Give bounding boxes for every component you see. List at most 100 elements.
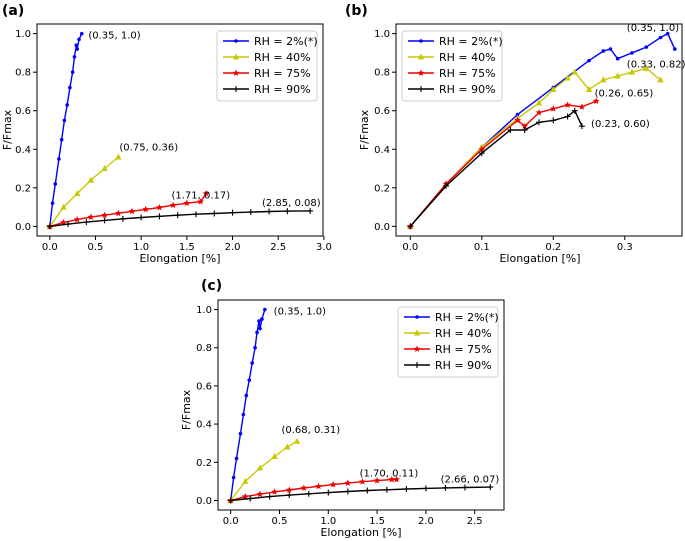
data-point: [364, 487, 371, 494]
legend-label: RH = 40%: [439, 51, 496, 64]
data-point: [72, 54, 77, 59]
x-tick-label: 0.1: [474, 242, 490, 253]
data-point: [578, 123, 585, 130]
data-point: [388, 475, 396, 483]
panel-label-a: (a): [2, 3, 24, 19]
data-point: [403, 486, 410, 492]
data-point: [271, 453, 278, 460]
panel-a: (a) F/Fmax Elongation [%] 0.0 0.5 1.0 1.5 2.…: [1, 3, 332, 265]
data-point: [156, 213, 163, 220]
x-tick-label: 2.0: [225, 242, 241, 253]
legend-marker: [233, 86, 239, 92]
y-ticks-b: 0.0 0.2 0.4 0.6 0.8 1.0: [374, 29, 396, 233]
data-point: [79, 31, 84, 36]
y-tick-label: 0.0: [374, 222, 390, 233]
y-tick-label: 0.6: [196, 381, 212, 392]
y-tick-label: 0.2: [374, 183, 390, 194]
x-ticks-b: 0.0 0.1 0.2 0.3: [402, 236, 633, 253]
legend-box-b: [401, 30, 503, 102]
data-point: [284, 443, 291, 450]
annotation-c-3: (1.70, 0.11): [360, 469, 419, 480]
data-point: [478, 145, 486, 153]
data-point: [578, 103, 586, 110]
data-point: [83, 219, 90, 226]
data-point: [255, 330, 259, 335]
x-axis-label-a: Elongation [%]: [139, 252, 220, 265]
data-point: [258, 326, 262, 331]
legend-label: RH = 90%: [435, 359, 492, 372]
legend-label: RH = 2%(*): [254, 35, 318, 48]
plot-frame-a: [36, 23, 324, 237]
legend-label: RH = 90%: [439, 83, 496, 96]
legend-label: RH = 40%: [435, 327, 492, 340]
data-point: [325, 489, 332, 496]
series-line: [49, 33, 83, 227]
series-c-4: [227, 484, 494, 504]
data-point: [461, 484, 468, 491]
data-point: [630, 51, 634, 55]
x-tick-label: 0.2: [545, 242, 561, 253]
data-point: [192, 211, 199, 218]
data-point: [53, 182, 58, 186]
data-point: [615, 56, 620, 61]
y-ticks-a: 0.0 0.2 0.4 0.6 0.8 1.0: [15, 29, 37, 233]
panel-label-c: (c): [201, 278, 222, 294]
y-axis-label-c: F/Fmax: [180, 389, 193, 430]
y-tick-label: 0.4: [15, 145, 31, 156]
legend-marker: [414, 362, 420, 368]
data-point: [260, 317, 264, 321]
data-point: [257, 319, 261, 323]
legend-c: RH = 2%(*) RH = 40% RH = 75% RH = 90%: [397, 306, 499, 378]
series-line: [409, 67, 661, 227]
data-point: [238, 431, 243, 436]
data-point: [169, 201, 177, 209]
y-tick-label: 0.8: [15, 68, 31, 79]
data-point: [256, 464, 264, 471]
data-point: [174, 212, 181, 219]
data-point: [101, 165, 108, 172]
legend-marker: [232, 53, 240, 60]
data-point: [665, 31, 670, 36]
y-tick-label: 0.2: [196, 458, 212, 469]
legend-box-c: [397, 306, 499, 378]
data-point: [231, 475, 236, 480]
data-point: [564, 74, 571, 81]
series-a-3: [46, 190, 210, 230]
data-point: [256, 490, 264, 498]
annotation-b-1: (0.35, 1.0): [627, 23, 679, 34]
data-point: [564, 113, 571, 120]
data-point: [242, 477, 249, 484]
annotations-c: (0.35, 1.0) (0.68, 0.31) (1.70, 0.11) (2…: [274, 306, 500, 485]
data-point: [229, 209, 236, 216]
y-tick-label: 1.0: [15, 29, 31, 40]
legend-box-a: [216, 30, 318, 102]
data-point: [138, 214, 145, 221]
data-point: [114, 209, 122, 217]
data-point: [585, 86, 593, 93]
data-point: [535, 99, 543, 106]
legend-a: RH = 2%(*) RH = 40% RH = 75% RH = 90%: [216, 30, 318, 102]
plot-frame-c: [217, 299, 505, 511]
series-line: [230, 486, 491, 502]
y-tick-label: 0.6: [374, 106, 390, 117]
data-point: [514, 116, 521, 124]
data-point: [344, 479, 352, 486]
data-point: [407, 223, 414, 230]
legend-entry: RH = 90%: [408, 83, 496, 96]
data-point: [442, 484, 449, 491]
data-point: [101, 211, 108, 219]
x-ticks-a: 0.0 0.5 1.0 1.5 2.0 2.5 3.0: [42, 236, 332, 253]
x-tick-label: 2.5: [467, 516, 483, 527]
series-line: [230, 309, 266, 501]
data-point: [244, 393, 249, 398]
data-point: [600, 76, 607, 83]
data-point: [535, 109, 543, 116]
x-tick-label: 0.5: [88, 242, 104, 253]
data-point: [507, 127, 514, 133]
series-line: [49, 156, 119, 227]
data-point: [241, 493, 249, 500]
annotation-a-3: (1.71, 0.17): [171, 191, 230, 202]
data-point: [128, 207, 136, 215]
data-point: [300, 484, 308, 491]
x-tick-label: 2.5: [270, 242, 286, 253]
